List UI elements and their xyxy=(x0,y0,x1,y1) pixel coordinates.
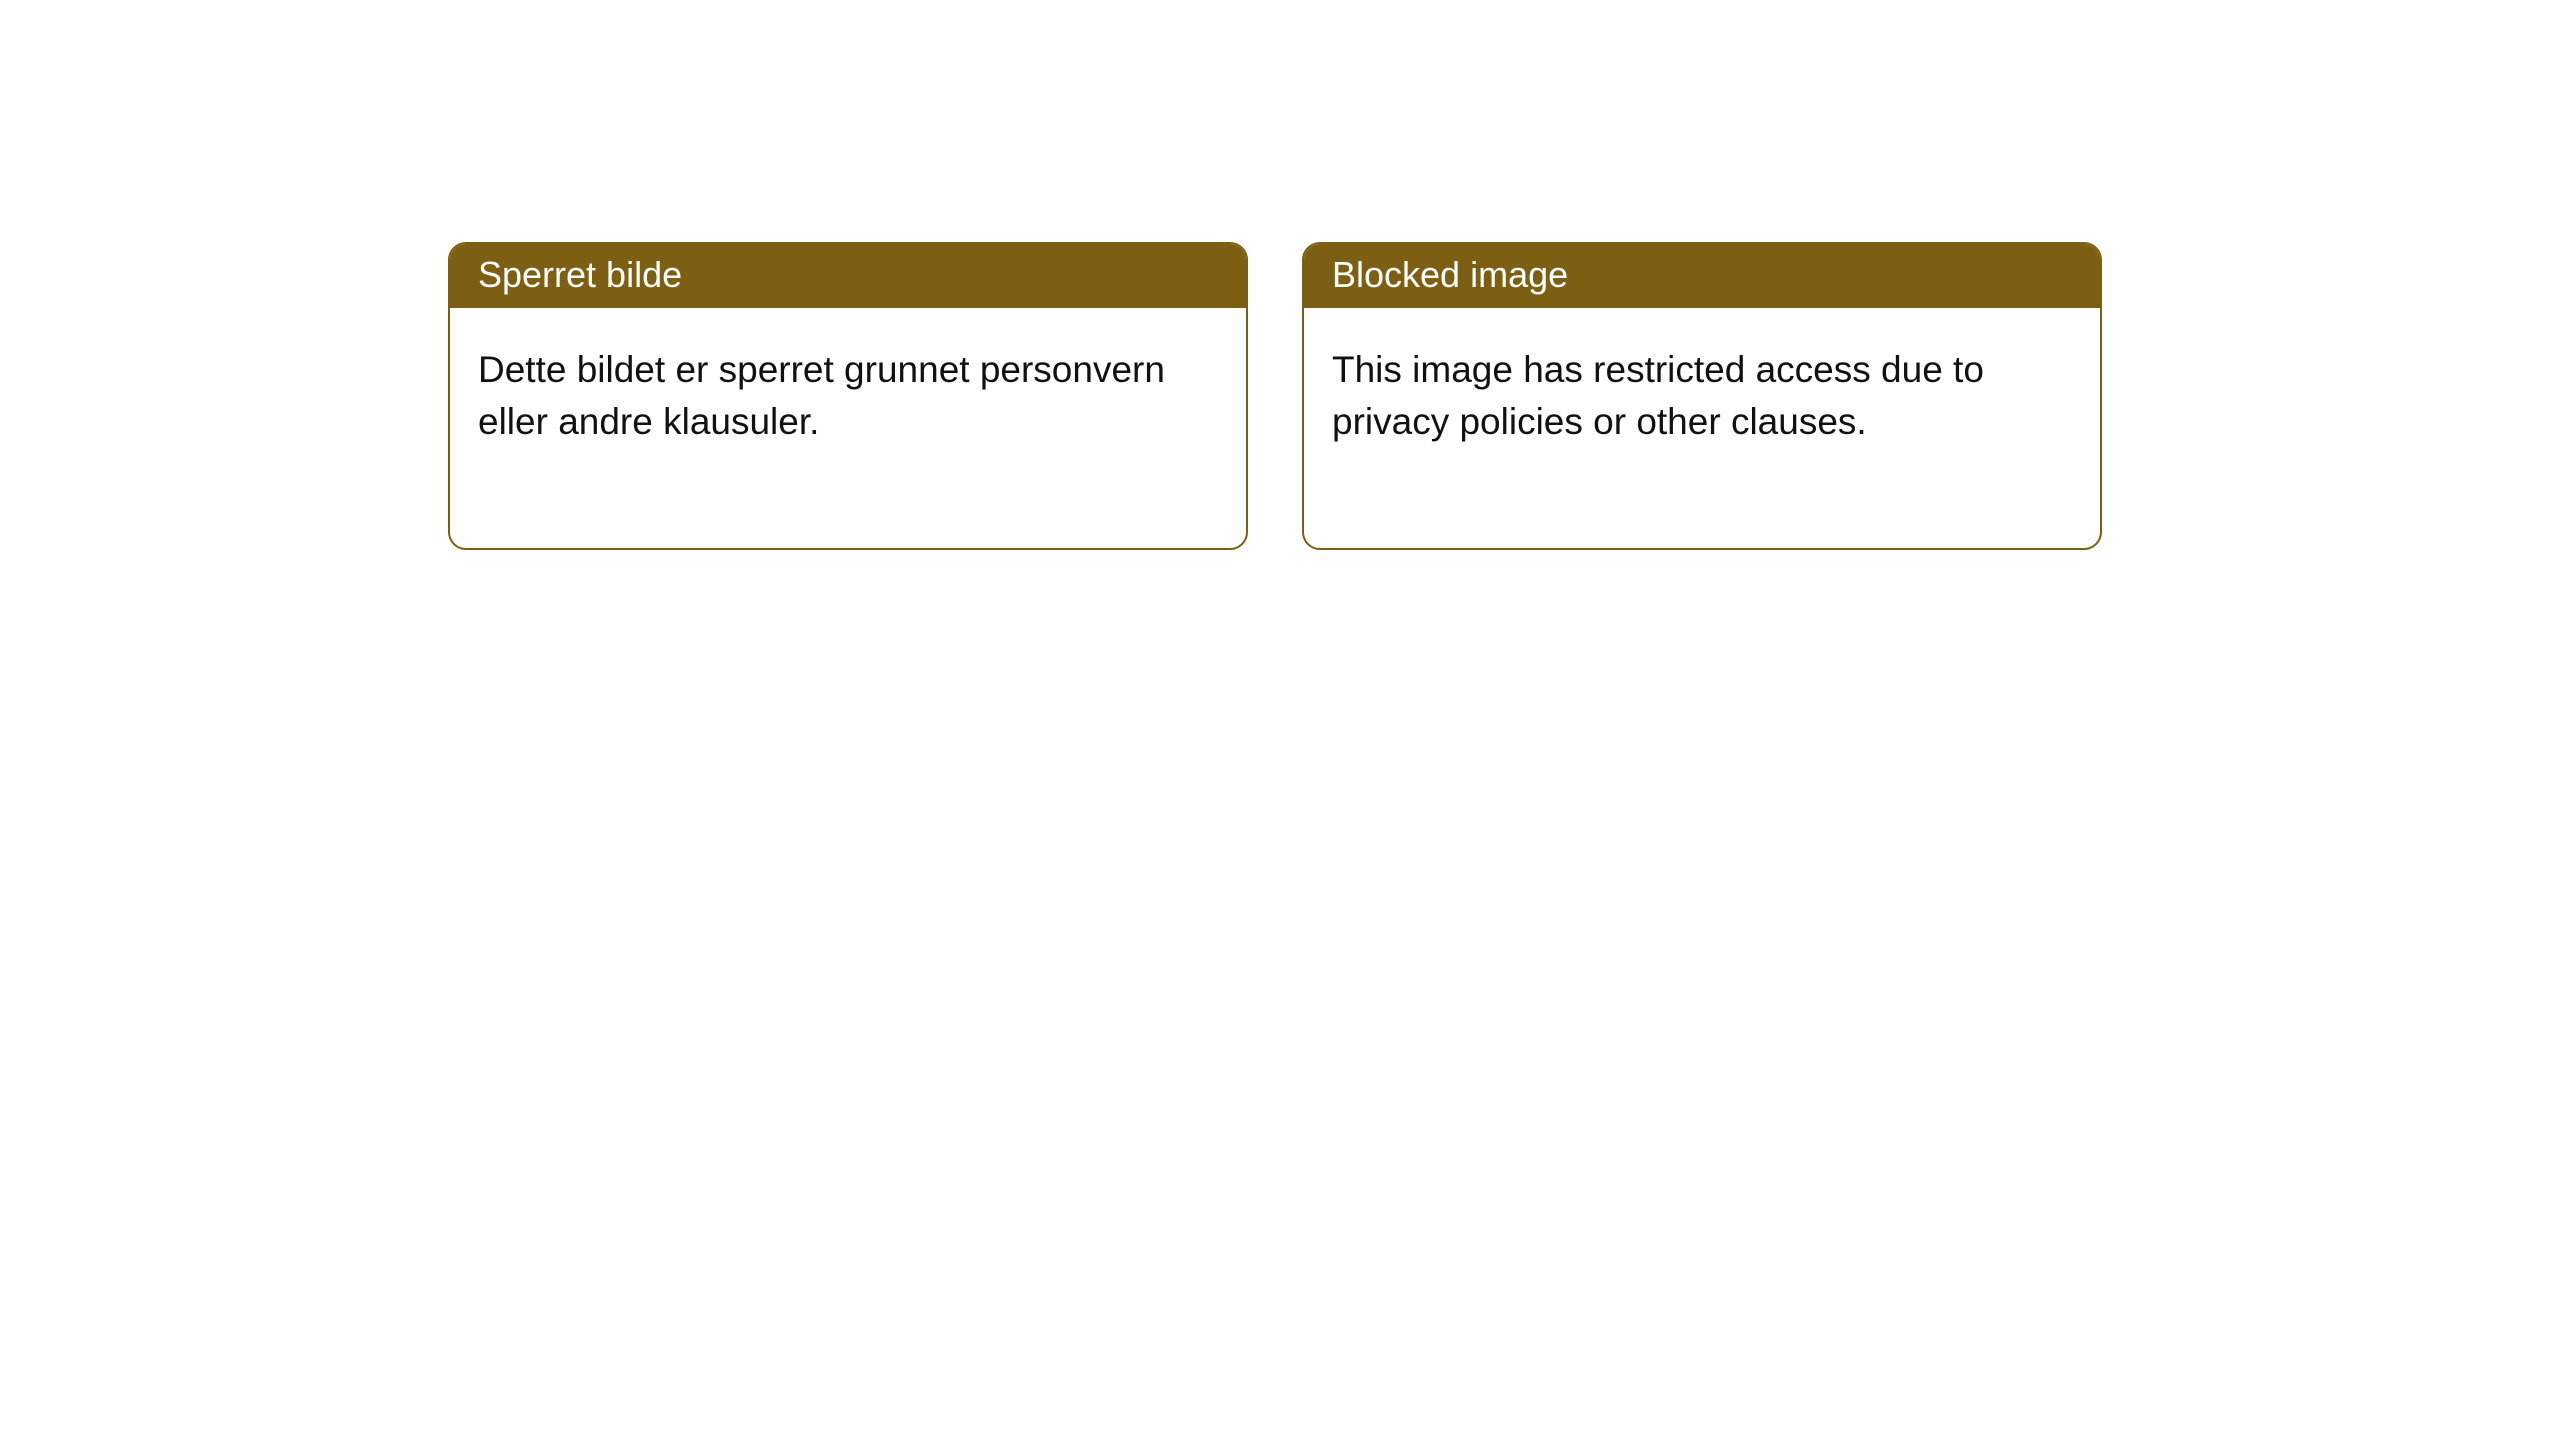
card-title: Sperret bilde xyxy=(450,244,1246,308)
notice-card-norwegian: Sperret bilde Dette bildet er sperret gr… xyxy=(448,242,1248,550)
card-body-text: Dette bildet er sperret grunnet personve… xyxy=(450,308,1246,548)
card-title: Blocked image xyxy=(1304,244,2100,308)
card-body-text: This image has restricted access due to … xyxy=(1304,308,2100,548)
notice-cards-row: Sperret bilde Dette bildet er sperret gr… xyxy=(448,242,2102,550)
notice-card-english: Blocked image This image has restricted … xyxy=(1302,242,2102,550)
